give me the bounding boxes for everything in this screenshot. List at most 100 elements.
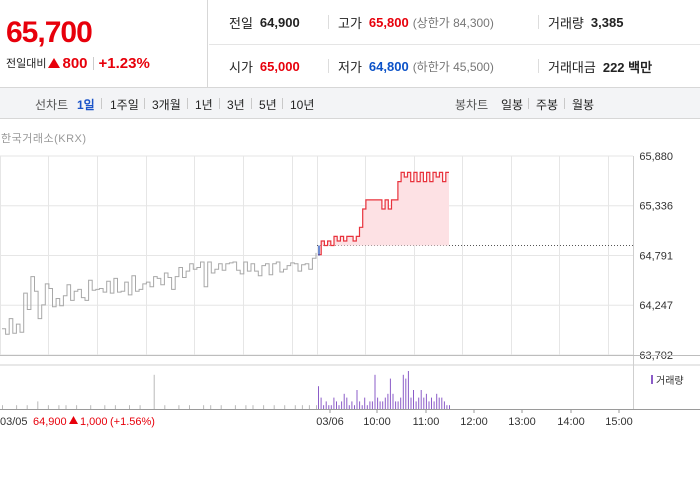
volume-bar-today — [436, 393, 438, 409]
period-tabs: 선차트 1일 1주일 3개월 1년 3년 5년 10년 봉차트 일봉 주봉 월봉 — [0, 88, 700, 119]
divider — [328, 15, 329, 29]
volume-bar-today — [325, 401, 327, 409]
volume-label: 거래량 — [548, 15, 584, 31]
low-cell: 저가 64,800 (하한가 45,500) — [338, 56, 494, 76]
volume-bar-today — [413, 390, 414, 409]
volume-bar-today — [405, 378, 407, 409]
y-tick-label: 64,247 — [639, 300, 673, 312]
volume-bar-prev-day — [252, 405, 254, 409]
prev-day-change: 1,000 — [80, 416, 108, 428]
divider — [538, 15, 539, 29]
open-label: 시가 — [229, 59, 253, 75]
x-tick-label: 14:00 — [557, 416, 585, 428]
volume-bar-today — [320, 397, 322, 409]
volume-bar-today — [361, 405, 363, 409]
x-tick-label: 03/06 — [316, 416, 344, 428]
volume-bar-prev-day — [16, 405, 18, 409]
low-label: 저가 — [338, 59, 362, 75]
high-cell: 고가 65,800 (상한가 84,300) — [338, 12, 494, 32]
volume-bar-prev-day — [178, 405, 180, 409]
data-source: 한국거래소(KRX) — [1, 133, 87, 145]
divider — [282, 98, 283, 109]
up-triangle-icon — [69, 416, 78, 424]
volume-bar-today — [428, 401, 430, 409]
row-divider — [209, 44, 700, 45]
volume-bar-today — [415, 401, 417, 409]
volume-bar-prev-day — [220, 405, 222, 409]
tab-daily-candle[interactable]: 일봉 — [501, 98, 524, 112]
open-cell: 시가 65,000 — [229, 56, 300, 76]
volume-bar-prev-day — [210, 405, 212, 409]
tab-1year[interactable]: 1년 — [195, 98, 213, 112]
tab-weekly-candle[interactable]: 주봉 — [536, 98, 559, 112]
volume-bar-today — [449, 405, 450, 409]
volume-bar-today — [364, 397, 366, 409]
volume-bar-prev-day — [301, 405, 303, 409]
volume-bar-prev-day — [153, 374, 155, 409]
divider — [92, 56, 94, 70]
amount-value: 222 백만 — [602, 59, 653, 75]
high-label: 고가 — [338, 15, 362, 31]
divider — [528, 98, 529, 109]
low-value: 64,800 — [368, 58, 409, 74]
volume-bar-today — [359, 401, 361, 409]
volume-bar-today — [323, 405, 325, 409]
volume-cell: 거래량 3,385 — [548, 12, 623, 32]
change-amount: 800 — [62, 54, 88, 72]
lower-limit: (하한가 45,500) — [412, 59, 494, 74]
today-price-line — [318, 171, 449, 256]
volume-bar-today — [389, 378, 391, 409]
volume-bar-today — [351, 401, 353, 409]
upper-limit: (상한가 84,300) — [412, 15, 494, 30]
y-tick-label: 65,336 — [639, 201, 673, 213]
volume-bar-prev-day — [104, 405, 106, 409]
tab-1week[interactable]: 1주일 — [110, 98, 139, 112]
divider — [328, 59, 329, 73]
volume-bar-prev-day — [203, 405, 205, 409]
volume-bar-today — [441, 397, 443, 409]
volume-bar-prev-day — [26, 405, 28, 409]
price-summary: 65,700 전일대비 800 +1.23% 전일 64,900 고가 65,8… — [0, 0, 700, 88]
volume-bar-today — [343, 393, 345, 409]
volume-bar-today — [369, 401, 371, 409]
open-value: 65,000 — [259, 58, 300, 74]
divider — [564, 98, 565, 109]
volume-bar-today — [446, 405, 448, 409]
volume-bar-today — [423, 397, 425, 409]
x-tick-label: 15:00 — [605, 416, 633, 428]
tab-3month[interactable]: 3개월 — [152, 98, 181, 112]
y-tick-label: 64,791 — [639, 251, 673, 263]
volume-bar-today — [382, 401, 384, 409]
volume-bar-today — [330, 405, 332, 409]
prev-day-price-line — [2, 252, 317, 335]
volume-bar-today — [346, 397, 348, 409]
volume-bar-prev-day — [234, 405, 236, 409]
x-tick-label: 13:00 — [508, 416, 536, 428]
prev-close-label: 전일 — [229, 15, 253, 31]
volume-bar-today — [410, 397, 412, 409]
volume-bar-prev-day — [245, 405, 247, 409]
tab-monthly-candle[interactable]: 월봉 — [572, 98, 595, 112]
amount-label: 거래대금 — [548, 59, 596, 75]
volume-legend: 거래량 — [651, 372, 684, 387]
volume-bar-prev-day — [76, 405, 78, 409]
tab-5year[interactable]: 5년 — [259, 98, 277, 112]
volume-bar-prev-day — [139, 405, 141, 409]
volume-bar-prev-day — [263, 405, 265, 409]
volume-value: 3,385 — [590, 14, 624, 30]
tab-3year[interactable]: 3년 — [227, 98, 245, 112]
legend-swatch — [651, 375, 653, 384]
tab-10year[interactable]: 10년 — [290, 98, 315, 112]
volume-bar-today — [336, 401, 337, 409]
x-tick-label: 03/05 — [0, 416, 28, 428]
divider — [187, 98, 188, 109]
volume-bar-today — [366, 405, 368, 409]
current-price: 65,700 — [6, 16, 93, 49]
tab-1day[interactable]: 1일 — [77, 98, 95, 112]
volume-bar-today — [333, 397, 335, 409]
volume-bar-today — [402, 374, 404, 409]
volume-bar-today — [338, 405, 340, 409]
volume-bar-today — [371, 401, 373, 409]
prev-close-cell: 전일 64,900 — [229, 12, 300, 32]
volume-bar-prev-day — [65, 405, 67, 409]
